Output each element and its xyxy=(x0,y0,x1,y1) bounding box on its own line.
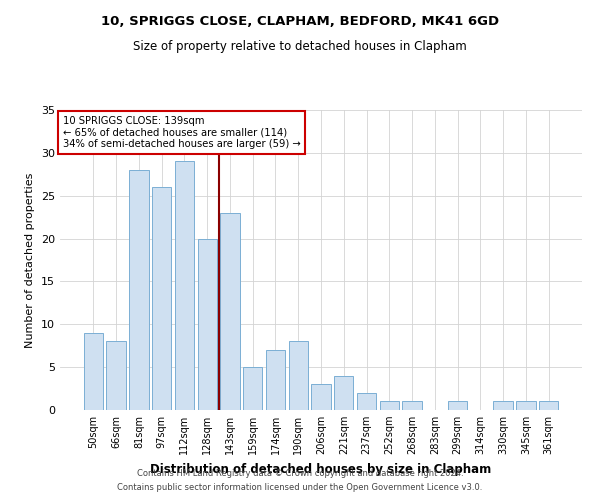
Bar xyxy=(311,384,331,410)
Bar xyxy=(448,402,467,410)
Bar xyxy=(289,342,308,410)
Bar xyxy=(357,393,376,410)
Bar xyxy=(403,402,422,410)
Bar xyxy=(539,402,558,410)
Bar xyxy=(129,170,149,410)
Bar xyxy=(493,402,513,410)
Text: 10, SPRIGGS CLOSE, CLAPHAM, BEDFORD, MK41 6GD: 10, SPRIGGS CLOSE, CLAPHAM, BEDFORD, MK4… xyxy=(101,15,499,28)
Bar xyxy=(175,162,194,410)
Bar xyxy=(243,367,262,410)
X-axis label: Distribution of detached houses by size in Clapham: Distribution of detached houses by size … xyxy=(151,462,491,475)
Y-axis label: Number of detached properties: Number of detached properties xyxy=(25,172,35,348)
Bar xyxy=(266,350,285,410)
Bar xyxy=(220,213,239,410)
Bar xyxy=(516,402,536,410)
Text: Contains public sector information licensed under the Open Government Licence v3: Contains public sector information licen… xyxy=(118,484,482,492)
Text: Size of property relative to detached houses in Clapham: Size of property relative to detached ho… xyxy=(133,40,467,53)
Bar xyxy=(380,402,399,410)
Bar xyxy=(84,333,103,410)
Bar xyxy=(197,238,217,410)
Bar xyxy=(334,376,353,410)
Bar xyxy=(152,187,172,410)
Text: 10 SPRIGGS CLOSE: 139sqm
← 65% of detached houses are smaller (114)
34% of semi-: 10 SPRIGGS CLOSE: 139sqm ← 65% of detach… xyxy=(62,116,301,149)
Text: Contains HM Land Registry data © Crown copyright and database right 2024.: Contains HM Land Registry data © Crown c… xyxy=(137,468,463,477)
Bar xyxy=(106,342,126,410)
